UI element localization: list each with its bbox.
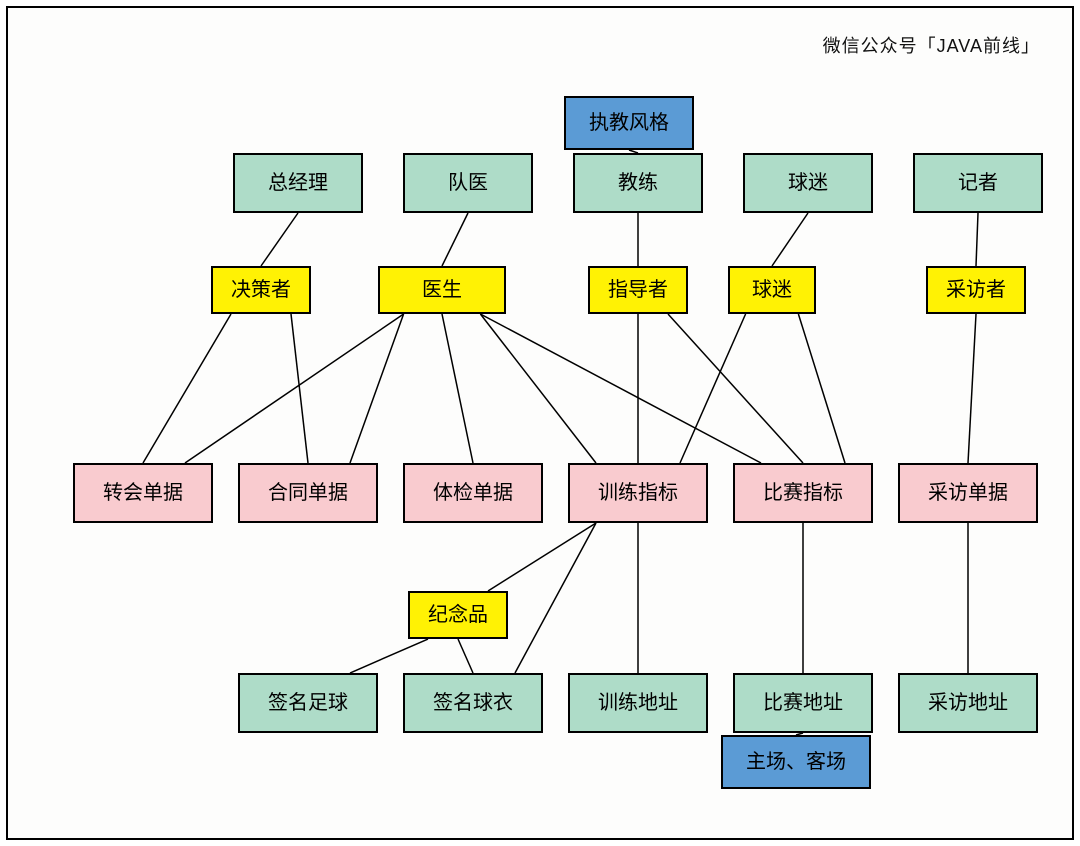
node-label: 采访单据 [928,481,1008,505]
node-label: 队医 [448,171,488,195]
node-souvenir: 纪念品 [408,591,508,639]
node-interview_addr: 采访地址 [898,673,1038,733]
node-label: 医生 [422,278,462,302]
node-label: 转会单据 [103,481,183,505]
node-label: 记者 [958,171,998,195]
node-interview_doc: 采访单据 [898,463,1038,523]
node-label: 主场、客场 [746,750,846,774]
node-signed_shirt: 签名球衣 [403,673,543,733]
node-doctor: 医生 [378,266,506,314]
node-decision: 决策者 [211,266,311,314]
node-label: 球迷 [788,171,828,195]
edge-fan-fanrole [772,213,808,266]
node-signed_ball: 签名足球 [238,673,378,733]
edge-doctor-medical [442,314,473,463]
node-contract: 合同单据 [238,463,378,523]
edge-doctor-match [480,314,761,463]
node-label: 采访地址 [928,691,1008,715]
node-transfer: 转会单据 [73,463,213,523]
node-medical: 体检单据 [403,463,543,523]
edge-teamdoc-doctor [442,213,468,266]
node-label: 签名足球 [268,691,348,715]
node-label: 合同单据 [268,481,348,505]
node-train_addr: 训练地址 [568,673,708,733]
node-label: 纪念品 [428,603,488,627]
edge-doctor-contract [350,314,404,463]
node-match: 比赛指标 [733,463,873,523]
edge-interview-interview_doc [968,314,976,463]
node-match_addr: 比赛地址 [733,673,873,733]
edge-training-souvenir [488,523,596,591]
node-fanrole: 球迷 [728,266,816,314]
node-teamdoc: 队医 [403,153,533,213]
node-gm: 总经理 [233,153,363,213]
node-reporter: 记者 [913,153,1043,213]
node-coaching_style: 执教风格 [564,96,694,150]
node-label: 采访者 [946,278,1006,302]
edge-reporter-interview [976,213,978,266]
edge-souvenir-signed_ball [350,639,428,673]
node-label: 执教风格 [589,111,669,135]
node-label: 比赛指标 [763,481,843,505]
node-label: 教练 [618,171,658,195]
node-label: 训练指标 [598,481,678,505]
node-label: 签名球衣 [433,691,513,715]
node-label: 比赛地址 [763,691,843,715]
node-label: 训练地址 [598,691,678,715]
node-coach: 教练 [573,153,703,213]
diagram-frame: 微信公众号「JAVA前线」 执教风格总经理队医教练球迷记者决策者医生指导者球迷采… [6,6,1074,840]
edge-training-signed_shirt [515,523,596,673]
node-home_away: 主场、客场 [721,735,871,789]
node-label: 指导者 [608,278,668,302]
node-label: 总经理 [268,171,328,195]
edge-gm-decision [261,213,298,266]
edge-fanrole-match [798,314,845,463]
edge-souvenir-signed_shirt [458,639,473,673]
edge-doctor-training [480,314,596,463]
node-fan: 球迷 [743,153,873,213]
node-label: 体检单据 [433,481,513,505]
node-training: 训练指标 [568,463,708,523]
node-label: 决策者 [231,278,291,302]
node-label: 球迷 [752,278,792,302]
node-guide: 指导者 [588,266,688,314]
node-interview: 采访者 [926,266,1026,314]
